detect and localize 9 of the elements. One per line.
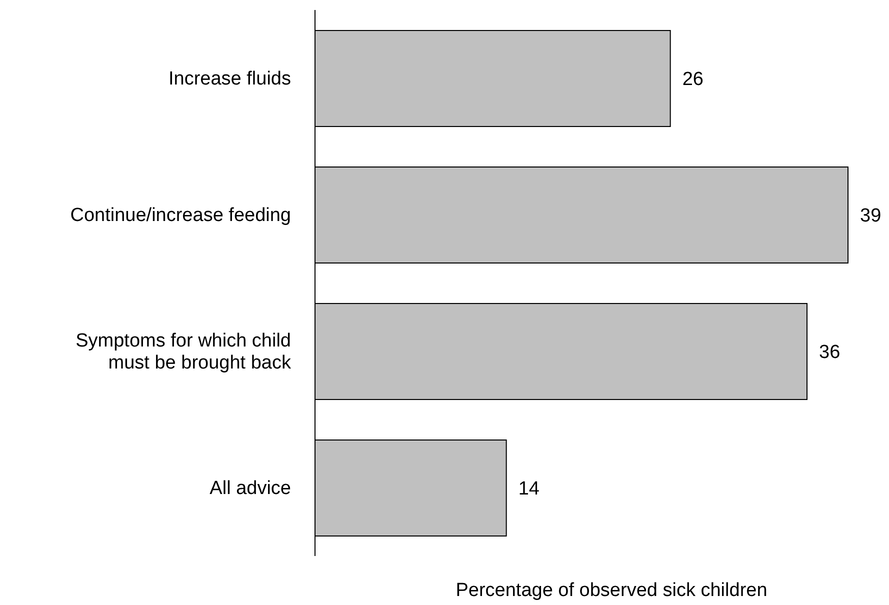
data-label: 36 xyxy=(819,342,840,364)
y-tick-label: Continue/increase feeding xyxy=(70,204,291,226)
x-axis-title: Percentage of observed sick children xyxy=(456,580,768,601)
y-tick-label: Symptoms for which child must be brought back xyxy=(76,330,292,373)
data-label: 39 xyxy=(860,206,882,227)
data-label: 14 xyxy=(518,478,540,500)
data-label: 26 xyxy=(682,69,704,90)
y-tick-label: Increase fluids xyxy=(168,68,291,89)
y-tick-label: All advice xyxy=(210,477,291,498)
